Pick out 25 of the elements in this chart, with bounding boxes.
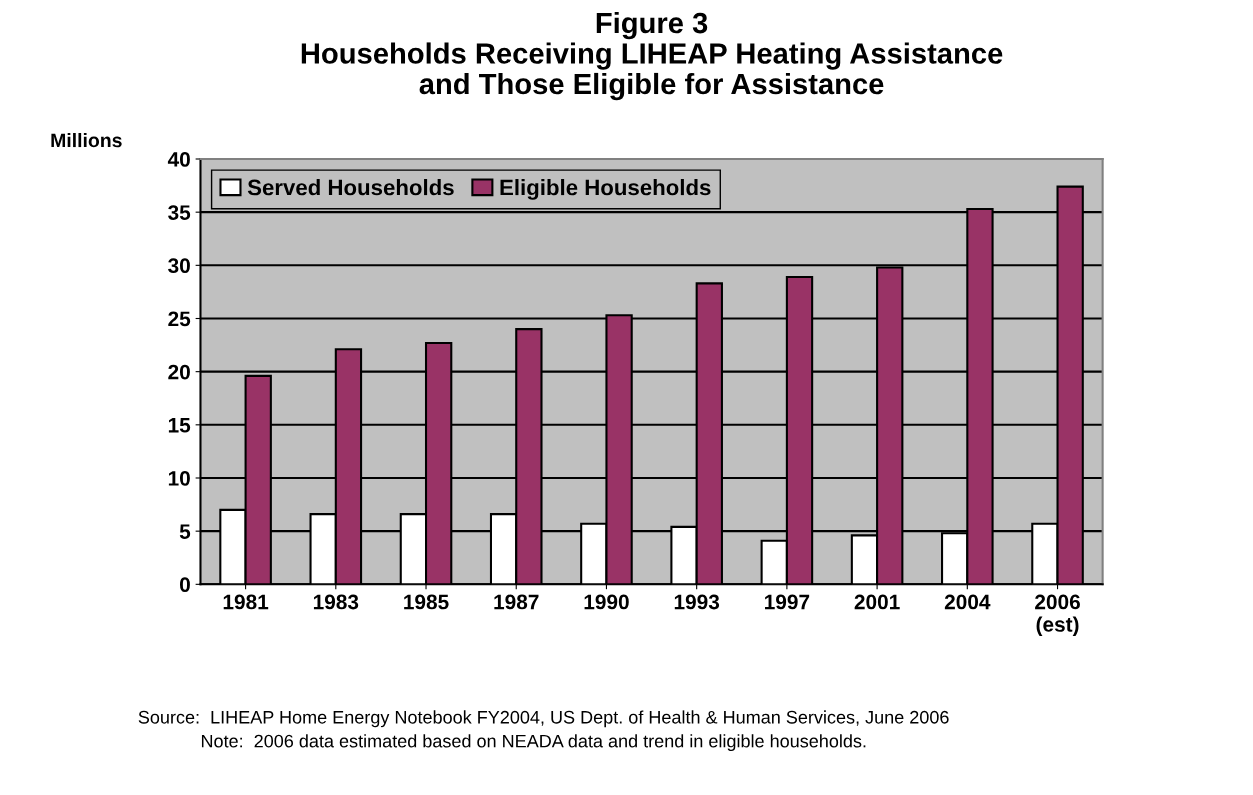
- x-tick-label: 1997: [765, 594, 810, 610]
- x-tick-label: 2001: [854, 594, 900, 610]
- text: Note: 2006 data estimated based on NEADA data and trend in eligible households.: [201, 734, 866, 752]
- y-tick-label: 5: [179, 524, 191, 539]
- y-axis-title: Millions: [51, 132, 122, 148]
- x-tick-label: 1993: [674, 594, 720, 610]
- y-tick-label: 20: [168, 364, 190, 380]
- y-tick-label: 40: [167, 152, 190, 167]
- y-tick-label: 10: [168, 471, 190, 486]
- x-tick-label: 2006 (est): [1035, 594, 1080, 636]
- x-tick-label: 1983: [313, 594, 359, 610]
- source-note: Source: LIHEAP Home Energy Notebook FY2004, US Dept. of Health & Human Services, June 2006: [138, 710, 949, 728]
- x-tick-label: 1990: [584, 594, 629, 610]
- y-tick-label: 0: [180, 577, 190, 593]
- y-tick-label: 30: [168, 258, 190, 274]
- legend-label: Served Households: [247, 179, 454, 196]
- x-tick-label: 1981: [223, 594, 269, 610]
- x-tick-label: 1985: [404, 594, 449, 610]
- y-tick-label: 15: [168, 418, 191, 433]
- chart-title: Figure 3 Households Receiving LIHEAP Heating Assistance and Those Eligible for Assistance: [301, 11, 1003, 101]
- y-tick-label: 25: [168, 311, 191, 327]
- legend-label: Eligible Households: [500, 179, 711, 200]
- y-tick-label: 35: [168, 205, 191, 220]
- x-tick-label: 1987: [494, 594, 539, 610]
- x-tick-label: 2004: [944, 594, 991, 610]
